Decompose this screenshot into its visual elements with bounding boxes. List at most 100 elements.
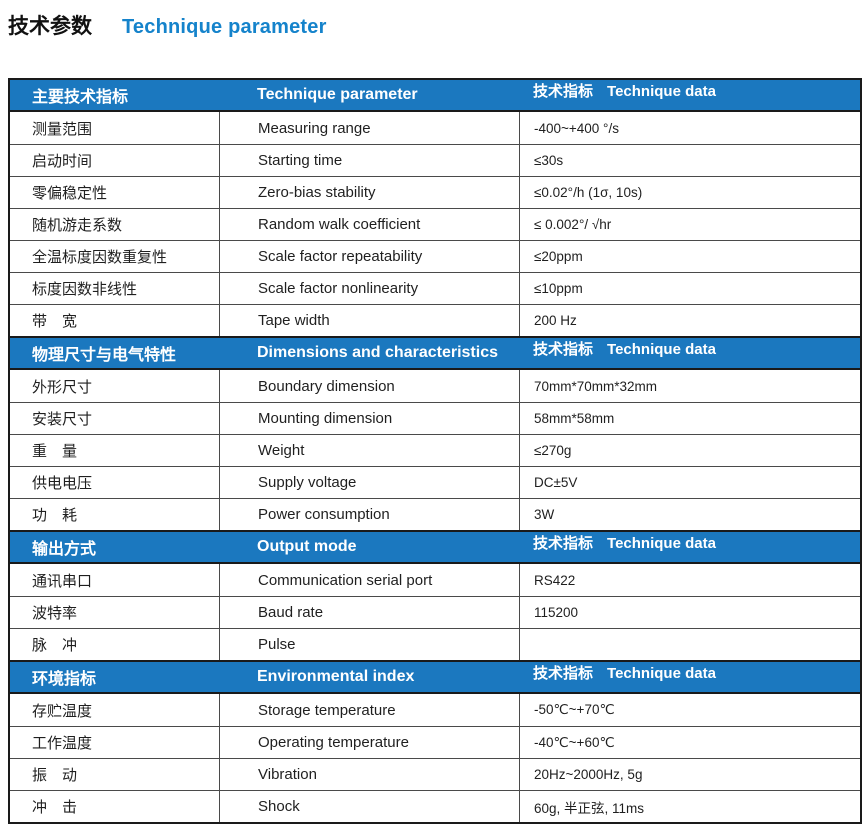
table-row: 标度因数非线性 Scale factor nonlinearity ≤10ppm <box>10 272 860 304</box>
section-header-row: 环境指标 Environmental index 技术指标 Technique dat… <box>10 660 860 694</box>
row-value: 3W <box>519 499 860 530</box>
table-row: 供电电压 Supply voltage DC±5V <box>10 466 860 498</box>
row-value: 20Hz~2000Hz, 5g <box>519 759 860 790</box>
row-label-en: Measuring range <box>219 112 519 144</box>
section-header-row: 输出方式 Output mode 技术指标 Technique data <box>10 530 860 564</box>
section-header-en: Technique parameter <box>257 86 418 103</box>
row-label-zh: 外形尺寸 <box>32 378 93 396</box>
table-row: 存贮温度 Storage temperature -50℃~+70℃ <box>10 694 860 726</box>
row-value: ≤ 0.002°/ √hr <box>519 209 860 240</box>
section-header-data-label: 技术指标 Technique data <box>519 338 860 368</box>
table-row: 通讯串口 Communication serial port RS422 <box>10 564 860 596</box>
row-value <box>519 629 860 660</box>
row-label-zh: 功 耗 <box>32 507 78 524</box>
table-row: 脉 冲 Pulse <box>10 628 860 660</box>
row-label-zh: 带 宽 <box>32 313 78 330</box>
row-label-en: Power consumption <box>219 499 519 530</box>
data-label-zh: 技术指标 <box>533 341 594 358</box>
row-label-en: Weight <box>219 435 519 466</box>
row-value: ≤30s <box>519 145 860 176</box>
row-label-zh: 安装尺寸 <box>32 411 93 428</box>
row-label-en: Starting time <box>219 145 519 176</box>
table-row: 波特率 Baud rate 115200 <box>10 596 860 628</box>
data-label-zh: 技术指标 <box>533 665 594 682</box>
table-row: 测量范围 Measuring range -400~+400 °/s <box>10 112 860 144</box>
table-row: 工作温度 Operating temperature -40℃~+60℃ <box>10 726 860 758</box>
row-label-en: Baud rate <box>219 597 519 628</box>
row-label-en: Scale factor nonlinearity <box>219 273 519 304</box>
section-header-en: Environmental index <box>257 668 415 685</box>
row-value: RS422 <box>519 564 860 596</box>
row-label-en: Storage temperature <box>219 694 519 726</box>
row-value: ≤270g <box>519 435 860 466</box>
row-value: ≤0.02°/h (1σ, 10s) <box>519 177 860 208</box>
row-label-en: Boundary dimension <box>219 370 519 402</box>
section-header-data-label: 技术指标 Technique data <box>519 532 860 562</box>
row-label-zh: 零偏稳定性 <box>32 185 108 202</box>
row-label-zh: 标度因数非线性 <box>32 281 138 298</box>
row-label-en: Communication serial port <box>219 564 519 596</box>
row-label-zh: 波特率 <box>32 605 78 622</box>
section-header-row: 主要技术指标 Technique parameter 技术指标 Technique d… <box>10 78 860 112</box>
table-row: 外形尺寸 Boundary dimension 70mm*70mm*32mm <box>10 370 860 402</box>
section-header-zh: 环境指标 <box>32 671 97 688</box>
row-label-zh: 工作温度 <box>32 735 93 752</box>
row-label-zh: 启动时间 <box>32 153 93 170</box>
row-label-en: Pulse <box>219 629 519 660</box>
row-label-en: Supply voltage <box>219 467 519 498</box>
table-row: 启动时间 Starting time ≤30s <box>10 144 860 176</box>
row-value: 70mm*70mm*32mm <box>519 370 860 402</box>
section-header-data-label: 技术指标 Technique data <box>519 662 860 692</box>
row-label-zh: 通讯串口 <box>32 572 93 590</box>
section-header-data-label: 技术指标 Technique data <box>519 80 860 110</box>
data-label-en: Technique data <box>607 535 716 552</box>
data-label-zh: 技术指标 <box>533 83 594 100</box>
table-row: 振 动 Vibration 20Hz~2000Hz, 5g <box>10 758 860 790</box>
table-row: 全温标度因数重复性 Scale factor repeatability ≤20pp… <box>10 240 860 272</box>
row-label-zh: 全温标度因数重复性 <box>32 249 168 266</box>
row-label-en: Tape width <box>219 305 519 336</box>
row-label-zh: 存贮温度 <box>32 702 93 720</box>
row-label-zh: 重 量 <box>32 443 78 460</box>
section-header-en: Dimensions and characteristics <box>257 344 498 361</box>
spec-table: 主要技术指标 Technique parameter 技术指标 Technique d… <box>8 78 862 824</box>
row-value: 58mm*58mm <box>519 403 860 434</box>
data-label-zh: 技术指标 <box>533 535 594 552</box>
section-header-en: Output mode <box>257 538 357 555</box>
row-value: -40℃~+60℃ <box>519 727 860 758</box>
row-label-zh: 冲 击 <box>32 799 78 816</box>
table-row: 重 量 Weight ≤270g <box>10 434 860 466</box>
section-header-row: 物理尺寸与电气特性 Dimensions and characteristics 技… <box>10 336 860 370</box>
table-row: 功 耗 Power consumption 3W <box>10 498 860 530</box>
section-header-zh: 输出方式 <box>32 541 97 558</box>
row-label-zh: 测量范围 <box>32 120 93 138</box>
table-row: 带 宽 Tape width 200 Hz <box>10 304 860 336</box>
row-label-en: Random walk coefficient <box>219 209 519 240</box>
row-value: 115200 <box>519 597 860 628</box>
row-value: -50℃~+70℃ <box>519 694 860 726</box>
data-label-en: Technique data <box>607 665 716 682</box>
row-label-zh: 振 动 <box>32 767 78 784</box>
row-label-en: Mounting dimension <box>219 403 519 434</box>
row-label-en: Vibration <box>219 759 519 790</box>
row-label-en: Scale factor repeatability <box>219 241 519 272</box>
row-value: 200 Hz <box>519 305 860 336</box>
page-title-zh: 技术参数 <box>8 15 92 38</box>
table-row: 冲 击 Shock 60g, 半正弦, 11ms <box>10 790 860 822</box>
page-title: 技术参数 Technique parameter <box>8 10 327 40</box>
row-label-zh: 供电电压 <box>32 475 93 492</box>
row-label-zh: 脉 冲 <box>32 637 78 654</box>
row-value: -400~+400 °/s <box>519 112 860 144</box>
row-value: DC±5V <box>519 467 860 498</box>
row-label-zh: 随机游走系数 <box>32 217 123 234</box>
data-label-en: Technique data <box>607 341 716 358</box>
row-label-en: Operating temperature <box>219 727 519 758</box>
row-value: ≤20ppm <box>519 241 860 272</box>
row-label-en: Zero-bias stability <box>219 177 519 208</box>
row-value: 60g, 半正弦, 11ms <box>519 791 860 822</box>
row-label-en: Shock <box>219 791 519 822</box>
table-row: 零偏稳定性 Zero-bias stability ≤0.02°/h (1σ, 10… <box>10 176 860 208</box>
data-label-en: Technique data <box>607 83 716 100</box>
page-title-en: Technique parameter <box>122 16 327 38</box>
table-row: 安装尺寸 Mounting dimension 58mm*58mm <box>10 402 860 434</box>
